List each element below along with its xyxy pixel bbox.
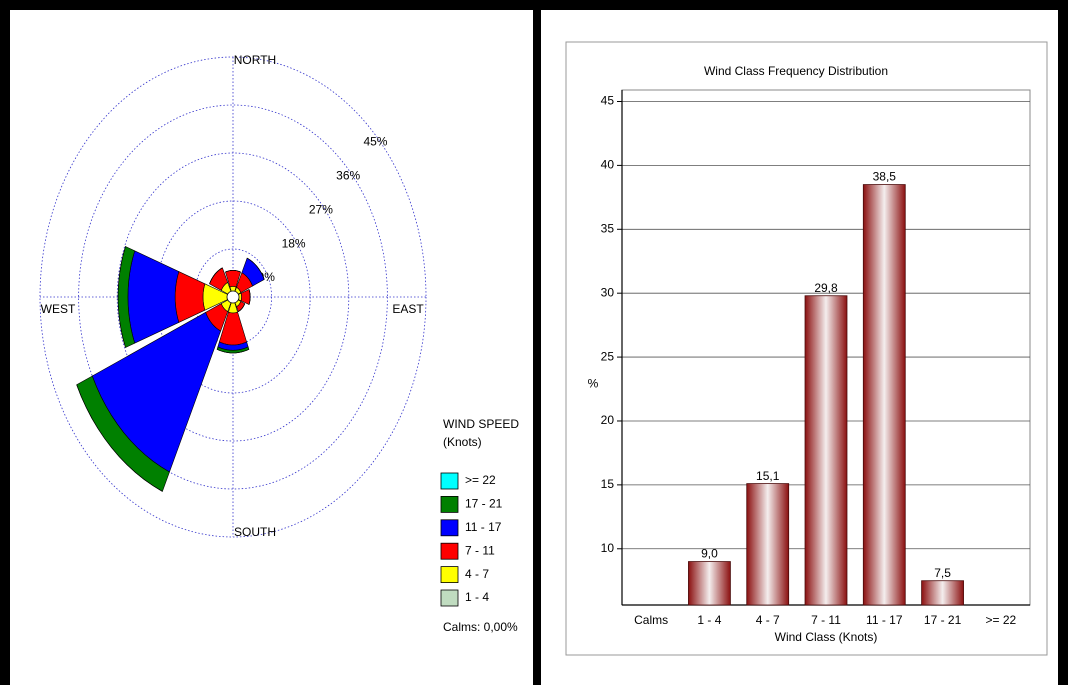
x-tick-label: >= 22: [986, 613, 1017, 627]
x-tick-label: 4 - 7: [756, 613, 780, 627]
y-tick-label: 10: [601, 541, 615, 555]
legend-label: >= 22: [465, 473, 496, 487]
value-label: 15,1: [756, 469, 780, 483]
x-tick-label: Calms: [634, 613, 668, 627]
petal-segment: [76, 384, 163, 492]
legend-swatch: [440, 495, 459, 513]
bar: [862, 184, 906, 606]
x-tick-label: 1 - 4: [697, 613, 721, 627]
bar: [804, 295, 848, 606]
legend-swatch: [440, 589, 459, 607]
y-tick-label: 30: [601, 285, 615, 299]
value-label: 7,5: [934, 566, 951, 580]
direction-label: EAST: [392, 302, 424, 316]
value-label: 38,5: [873, 170, 897, 184]
r-tick-label: 36%: [336, 168, 360, 182]
legend-label: 4 - 7: [465, 567, 489, 581]
petal-segment: [246, 257, 265, 280]
bar: [921, 580, 964, 606]
y-tick-label: 20: [601, 413, 615, 427]
x-axis-label: Wind Class (Knots): [775, 630, 878, 644]
r-tick-label: 27%: [309, 202, 333, 216]
bar: [688, 561, 731, 606]
value-label: 29,8: [814, 281, 838, 295]
legend-label: 7 - 11: [465, 543, 495, 557]
calm-circle: [226, 290, 240, 304]
x-tick-label: 11 - 17: [866, 613, 903, 627]
calms-label: Calms: 0,00%: [443, 620, 518, 634]
legend-swatch: [440, 566, 459, 583]
petal-segment: [117, 246, 126, 348]
legend-label: 11 - 17: [465, 520, 502, 534]
legend-swatch: [440, 472, 459, 490]
legend-swatch: [440, 542, 459, 560]
legend-label: 1 - 4: [465, 590, 489, 604]
direction-label: SOUTH: [234, 525, 276, 539]
chart-title: Wind Class Frequency Distribution: [704, 64, 888, 78]
value-label: 9,0: [701, 547, 718, 561]
y-tick-label: 15: [601, 477, 615, 491]
direction-label: WEST: [41, 302, 76, 316]
x-tick-label: 17 - 21: [924, 613, 962, 627]
petal-segment: [225, 270, 241, 273]
legend-title: WIND SPEED: [443, 417, 519, 431]
petal-segment: [216, 349, 250, 354]
legend-swatch: [440, 519, 459, 537]
bar: [746, 483, 790, 606]
y-tick-label: 45: [601, 94, 615, 108]
x-tick-label: 7 - 11: [811, 613, 841, 627]
legend-subtitle: (Knots): [443, 435, 482, 449]
y-tick-label: 35: [601, 221, 615, 235]
r-tick-label: 18%: [282, 236, 306, 250]
direction-label: NORTH: [234, 53, 276, 67]
left-panel: [10, 10, 533, 685]
legend-label: 17 - 21: [465, 497, 503, 511]
petal-segment: [209, 267, 223, 284]
y-axis-label: %: [588, 377, 599, 391]
y-tick-label: 40: [601, 158, 615, 172]
y-tick-label: 25: [601, 349, 615, 363]
petal-segment: [238, 303, 246, 312]
r-tick-label: 45%: [363, 134, 387, 148]
